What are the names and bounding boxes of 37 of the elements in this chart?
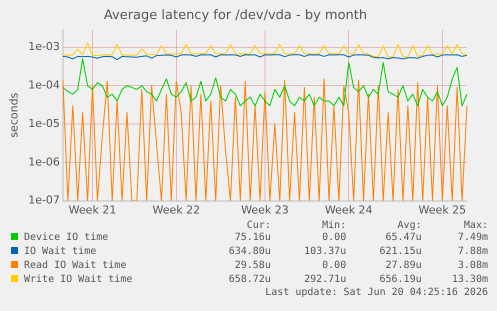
text: Max: — [462, 220, 488, 231]
x-tick-label: Week 21 — [68, 203, 116, 216]
y-axis-title: seconds — [7, 92, 20, 138]
legend-label: Write IO Wait time — [23, 273, 134, 287]
y-tick-label: 1e-05 — [28, 116, 60, 130]
legend-label: IO Wait time — [23, 245, 98, 259]
y-tick-label: 1e-07 — [28, 194, 60, 207]
legend-label: Device IO time — [23, 231, 110, 245]
text: 0.00 — [321, 259, 346, 273]
x-tick-label: Week 22 — [152, 203, 200, 216]
x-tick-label: Week 25 — [418, 203, 466, 216]
x-tick-label: Week 23 — [241, 203, 289, 216]
y-tick-label: 1e-03 — [28, 40, 60, 54]
text: 658.72u — [228, 273, 271, 287]
text: 65.47u — [384, 231, 422, 245]
text: 634.80u — [228, 245, 271, 259]
text: 7.88m — [456, 245, 488, 259]
x-tick-label: Week 24 — [324, 203, 373, 216]
text: 75.16u — [234, 231, 271, 245]
text: 29.58u — [234, 259, 271, 273]
chart-title: Average latency for /dev/vda - by month — [104, 8, 368, 24]
y-tick-label: 1e-06 — [28, 155, 60, 168]
text: 7.49m — [456, 231, 488, 245]
legend-label: Read IO Wait time — [23, 259, 128, 273]
text: 103.37u — [303, 245, 346, 259]
text: 3.08m — [456, 259, 488, 273]
text: Avg: — [396, 220, 422, 231]
text: Min: — [321, 220, 346, 231]
text: Cur: — [246, 220, 271, 231]
y-tick-label: 1e-04 — [28, 78, 60, 92]
text: 292.71u — [303, 273, 346, 287]
text: 621.15u — [378, 245, 422, 259]
text: 656.19u — [378, 273, 422, 287]
text: 13.30m — [450, 273, 488, 287]
text: 0.00 — [321, 231, 346, 245]
text: Last update: Sat Jun 20 04:25:16 2026 — [264, 287, 488, 298]
text: 27.89u — [384, 259, 422, 273]
